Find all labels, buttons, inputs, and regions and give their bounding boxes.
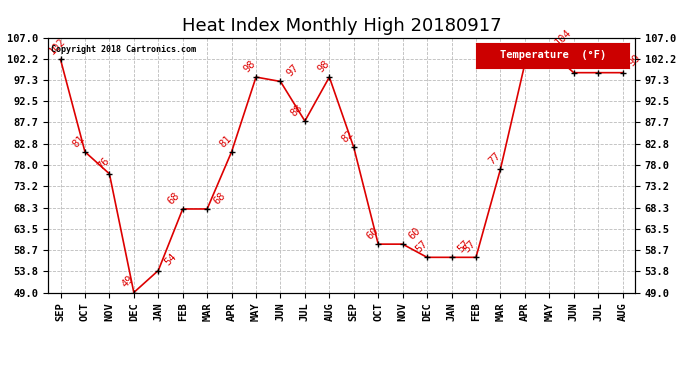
Text: 68: 68 — [166, 190, 182, 206]
Text: 99: 99 — [602, 54, 618, 70]
Text: 82: 82 — [340, 129, 356, 145]
Text: 101: 101 — [560, 50, 580, 70]
Text: 98: 98 — [315, 58, 331, 74]
Text: 68: 68 — [211, 190, 227, 206]
Text: 57: 57 — [455, 238, 471, 255]
Text: 49: 49 — [120, 274, 136, 290]
Text: Copyright 2018 Cartronics.com: Copyright 2018 Cartronics.com — [51, 45, 196, 54]
Text: 101: 101 — [511, 41, 531, 61]
Text: 99: 99 — [627, 53, 642, 69]
Text: 57: 57 — [413, 238, 429, 255]
Text: 76: 76 — [95, 155, 111, 171]
Text: 57: 57 — [462, 238, 478, 255]
Text: 88: 88 — [288, 102, 304, 118]
Text: 60: 60 — [364, 225, 380, 242]
Text: 98: 98 — [242, 58, 258, 74]
Text: 81: 81 — [217, 133, 234, 149]
Text: 102: 102 — [47, 36, 67, 57]
Text: 81: 81 — [71, 133, 87, 149]
Text: 104: 104 — [553, 28, 574, 48]
Title: Heat Index Monthly High 20180917: Heat Index Monthly High 20180917 — [181, 16, 502, 34]
Text: 77: 77 — [486, 151, 502, 166]
Text: 97: 97 — [284, 63, 301, 79]
Text: 54: 54 — [162, 252, 178, 268]
Text: 60: 60 — [407, 225, 423, 242]
